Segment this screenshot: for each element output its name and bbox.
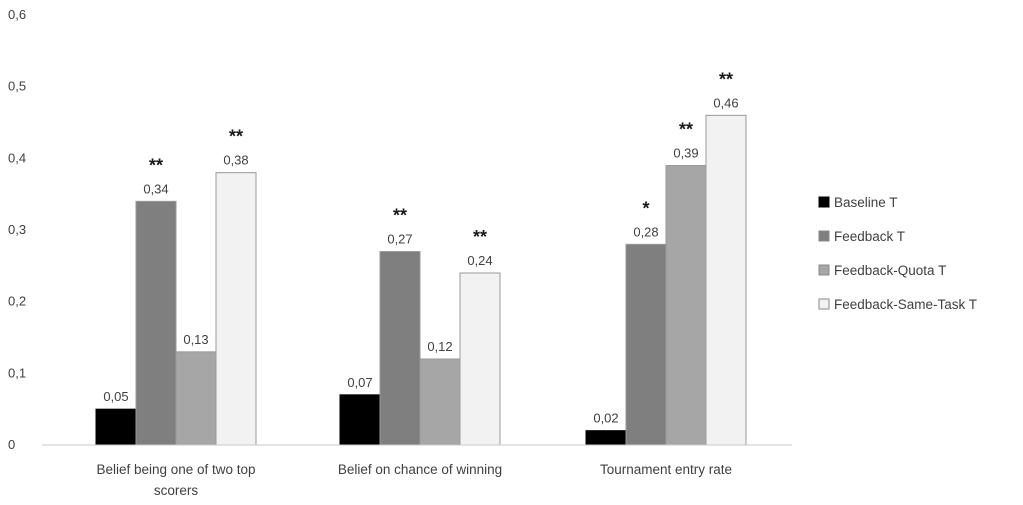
significance-marker: ** — [149, 155, 163, 175]
significance-marker: ** — [393, 206, 407, 226]
legend-swatch — [818, 264, 830, 276]
bars: 0,05 0,07 0,02 0,34 ** 0,27 ** 0,28 * 0,13 0,12 0,3… — [95, 69, 747, 446]
data-label: 0,24 — [467, 253, 492, 268]
bar — [665, 165, 707, 446]
legend-swatch — [818, 230, 830, 242]
bar — [625, 243, 667, 446]
bar — [215, 172, 257, 446]
category-label: Belief being one of two top — [96, 462, 255, 477]
data-label: 0,07 — [347, 375, 372, 390]
bar — [175, 351, 217, 446]
bar — [705, 114, 747, 446]
y-tick-label: 0,5 — [8, 79, 26, 94]
significance-marker: * — [642, 198, 649, 218]
significance-marker: ** — [679, 120, 693, 140]
data-label: 0,27 — [387, 232, 412, 247]
data-label: 0,12 — [427, 339, 452, 354]
y-tick-label: 0,3 — [8, 222, 26, 237]
data-label: 0,38 — [223, 153, 248, 168]
bar — [135, 200, 177, 446]
legend-swatch — [818, 298, 830, 310]
data-label: 0,02 — [593, 411, 618, 426]
bar — [459, 272, 501, 446]
x-axis: Belief being one of two top scorers Belief… — [42, 444, 792, 498]
bar — [95, 408, 137, 446]
y-tick-label: 0,1 — [8, 365, 26, 380]
data-label: 0,05 — [103, 389, 128, 404]
y-tick-label: 0,6 — [8, 7, 26, 22]
bar — [585, 430, 627, 446]
bar — [339, 394, 381, 446]
category-label: Tournament entry rate — [600, 462, 732, 477]
data-label: 0,39 — [673, 146, 698, 161]
bar — [379, 251, 421, 446]
legend-label: Feedback-Same-Task T — [834, 297, 977, 312]
significance-marker: ** — [719, 69, 733, 89]
y-tick-label: 0,2 — [8, 294, 26, 309]
data-label: 0,28 — [633, 224, 658, 239]
bar — [419, 358, 461, 446]
legend-label: Feedback-Quota T — [834, 263, 946, 278]
legend: Baseline T Feedback T Feedback-Quota T Feed… — [818, 195, 977, 312]
data-label: 0,34 — [143, 181, 168, 196]
y-tick-label: 0 — [8, 437, 15, 452]
significance-marker: ** — [473, 227, 487, 247]
y-tick-label: 0,4 — [8, 150, 26, 165]
legend-swatch — [818, 196, 830, 208]
y-axis: 0 0,1 0,2 0,3 0,4 0,5 0,6 — [8, 7, 26, 452]
data-label: 0,13 — [183, 332, 208, 347]
legend-label: Feedback T — [834, 229, 905, 244]
category-label: scorers — [154, 483, 199, 498]
category-label: Belief on chance of winning — [338, 462, 502, 477]
data-label: 0,46 — [713, 95, 738, 110]
significance-marker: ** — [229, 127, 243, 147]
legend-label: Baseline T — [834, 195, 898, 210]
